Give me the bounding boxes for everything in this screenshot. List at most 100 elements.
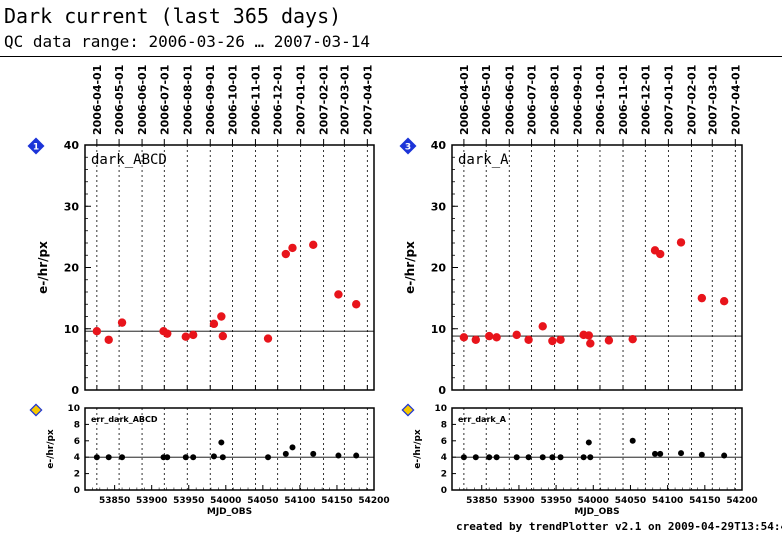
main-data-point	[512, 330, 521, 340]
date-tick-label: 2007-01-01	[295, 65, 308, 135]
err-xtick-label: 54050	[247, 496, 278, 506]
err-data-point	[353, 452, 360, 459]
err-data-point	[493, 454, 500, 461]
date-tick-label: 2007-02-01	[318, 65, 331, 135]
err-ytick-label: 0	[441, 486, 447, 496]
main-panel-label: dark_A	[458, 152, 509, 168]
err-plot-frame-0	[84, 407, 375, 491]
date-tick-label: 2006-09-01	[572, 65, 585, 135]
err-data-point	[119, 454, 126, 461]
err-ytick-label: 10	[67, 404, 80, 414]
err-ytick-label: 4	[74, 453, 80, 463]
main-data-point	[719, 296, 729, 306]
err-ytick-label: 4	[441, 453, 447, 463]
main-ytick-label: 40	[431, 139, 447, 152]
main-data-point	[352, 300, 361, 309]
main-data-point	[217, 312, 226, 321]
date-tick-label: 2006-08-01	[549, 65, 562, 135]
main-panel-label: dark_ABCD	[91, 152, 167, 168]
err-data-point	[460, 454, 467, 461]
err-data-point	[335, 452, 342, 459]
date-tick-label: 2006-11-01	[617, 65, 630, 135]
main-plot-frame-1	[451, 144, 743, 391]
err-data-point	[525, 454, 532, 461]
main-data-point	[92, 327, 102, 336]
main-ytick-label: 20	[431, 262, 447, 275]
main-ytick-label: 0	[71, 384, 79, 397]
err-xtick-label: 54200	[358, 496, 389, 506]
date-tick-label: 2006-05-01	[113, 65, 126, 135]
date-tick-label: 2007-02-01	[685, 65, 698, 135]
main-data-point	[556, 335, 565, 344]
err-data-point	[513, 454, 520, 461]
main-data-point	[459, 333, 469, 342]
err-data-point	[539, 454, 546, 461]
err-plot-frame-1	[451, 407, 743, 491]
main-data-point	[484, 331, 494, 341]
main-data-point	[586, 339, 595, 348]
err-data-point	[190, 454, 197, 461]
err-data-point	[472, 454, 479, 461]
date-tick-label: 2006-12-01	[639, 65, 652, 135]
main-data-point	[538, 322, 547, 331]
main-data-point	[218, 331, 228, 341]
err-x-axis-title: MJD_OBS	[207, 507, 252, 517]
date-tick-label: 2006-06-01	[503, 65, 516, 135]
err-data-point	[549, 454, 556, 461]
header-divider	[0, 56, 782, 57]
main-data-point	[104, 335, 113, 344]
err-x-axis-title: MJD_OBS	[574, 507, 619, 517]
main-data-point	[263, 334, 273, 343]
err-data-point	[310, 450, 317, 457]
err-xtick-label: 54150	[689, 496, 720, 506]
page-title: Dark current (last 365 days)	[4, 4, 342, 28]
main-data-point	[288, 243, 297, 253]
main-y-axis-title: e-/hr/px	[403, 241, 417, 294]
err-ytick-label: 0	[74, 486, 80, 496]
date-tick-label: 2006-10-01	[226, 65, 239, 135]
err-data-point	[219, 454, 226, 461]
err-xtick-label: 54100	[652, 496, 683, 506]
err-xtick-label: 53950	[540, 496, 571, 506]
err-ytick-label: 2	[441, 470, 447, 480]
err-data-point	[580, 454, 587, 461]
main-data-point	[334, 290, 343, 299]
main-data-point	[628, 334, 637, 344]
main-data-point	[281, 249, 291, 259]
date-tick-label: 2006-08-01	[181, 65, 194, 135]
err-xtick-label: 54050	[615, 496, 646, 506]
err-xtick-label: 53900	[503, 496, 534, 506]
err-data-point	[210, 453, 217, 460]
date-tick-label: 2006-09-01	[204, 65, 217, 135]
err-xtick-label: 54000	[578, 496, 609, 506]
main-ytick-label: 10	[431, 323, 447, 336]
date-tick-label: 2006-06-01	[136, 65, 149, 135]
main-ytick-label: 30	[431, 200, 447, 213]
date-tick-label: 2007-01-01	[662, 65, 675, 135]
err-xtick-label: 53850	[466, 496, 497, 506]
main-data-point	[309, 240, 318, 250]
err-data-point	[721, 452, 728, 459]
main-data-point	[604, 336, 614, 345]
err-data-point	[652, 450, 658, 457]
err-data-point	[657, 450, 664, 457]
main-data-point	[492, 333, 501, 342]
err-ytick-label: 10	[434, 404, 447, 414]
err-xtick-label: 53900	[136, 496, 167, 506]
err-panel-badge-diamond	[401, 403, 415, 417]
err-data-point	[585, 439, 592, 446]
main-y-axis-title: e-/hr/px	[36, 241, 50, 294]
err-ytick-label: 8	[441, 420, 447, 430]
panel-badge-number: 1	[33, 143, 39, 153]
main-ytick-label: 0	[438, 384, 446, 397]
date-tick-label: 2006-10-01	[594, 65, 607, 135]
err-data-point	[698, 451, 705, 458]
err-panel-badge-diamond	[29, 403, 43, 417]
date-tick-label: 2006-11-01	[249, 65, 262, 135]
err-y-axis-title: e-/hr/px	[413, 429, 423, 469]
main-data-point	[188, 330, 198, 340]
err-ytick-label: 6	[74, 437, 80, 447]
date-tick-label: 2006-12-01	[272, 65, 285, 135]
main-data-point	[584, 331, 594, 340]
err-data-point	[587, 454, 594, 461]
